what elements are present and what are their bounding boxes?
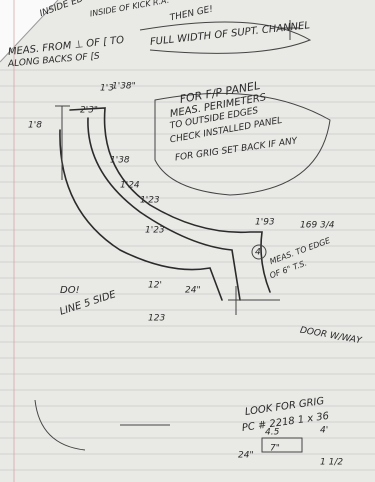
panel-note-bubble (154, 92, 331, 196)
outer-edge (69, 107, 271, 293)
dimension-label: 1'8 (28, 121, 42, 131)
profile-sketch (261, 437, 303, 453)
dimension-label: 169 3/4 (300, 221, 335, 231)
dimension-label: 1'23 (145, 226, 165, 236)
dimension-label: 7" (270, 444, 280, 454)
circled-number (251, 244, 267, 260)
dimension-label: 12' (148, 281, 162, 291)
dimension-label: 1'3 (100, 84, 114, 94)
note-bubble (139, 21, 312, 54)
dimension-label: 1'38 (110, 156, 130, 166)
ruled-lines (0, 69, 375, 471)
dimension-label: 1'24 (120, 181, 140, 191)
dimension-label: 4 (255, 248, 261, 258)
dimension-label: 24" (238, 451, 254, 461)
dimensions: 1'38"2'3"1'81'31'381'241'231'231'93 169 3… (28, 82, 343, 468)
panel-sketch (34, 20, 331, 453)
dimension-label: 4.5 (265, 428, 280, 438)
handwritten-note: DO! (60, 285, 80, 296)
dimension-label: 1 1/2 (320, 458, 343, 468)
dimension-label: 1'93 (255, 218, 275, 228)
dimension-label: 2'3" (80, 106, 98, 116)
misc-strokes (34, 20, 300, 451)
outer-wall (59, 129, 223, 301)
dimension-label: 1'23 (140, 196, 160, 206)
dimension-label: 4' (320, 426, 328, 436)
dimension-lines (55, 105, 280, 315)
dimension-label: 24" (185, 286, 201, 296)
dimension-label: 123 (148, 314, 165, 324)
dimension-label: 1'38" (112, 82, 136, 92)
inner-edge (87, 117, 241, 301)
fold-edge (0, 0, 59, 63)
